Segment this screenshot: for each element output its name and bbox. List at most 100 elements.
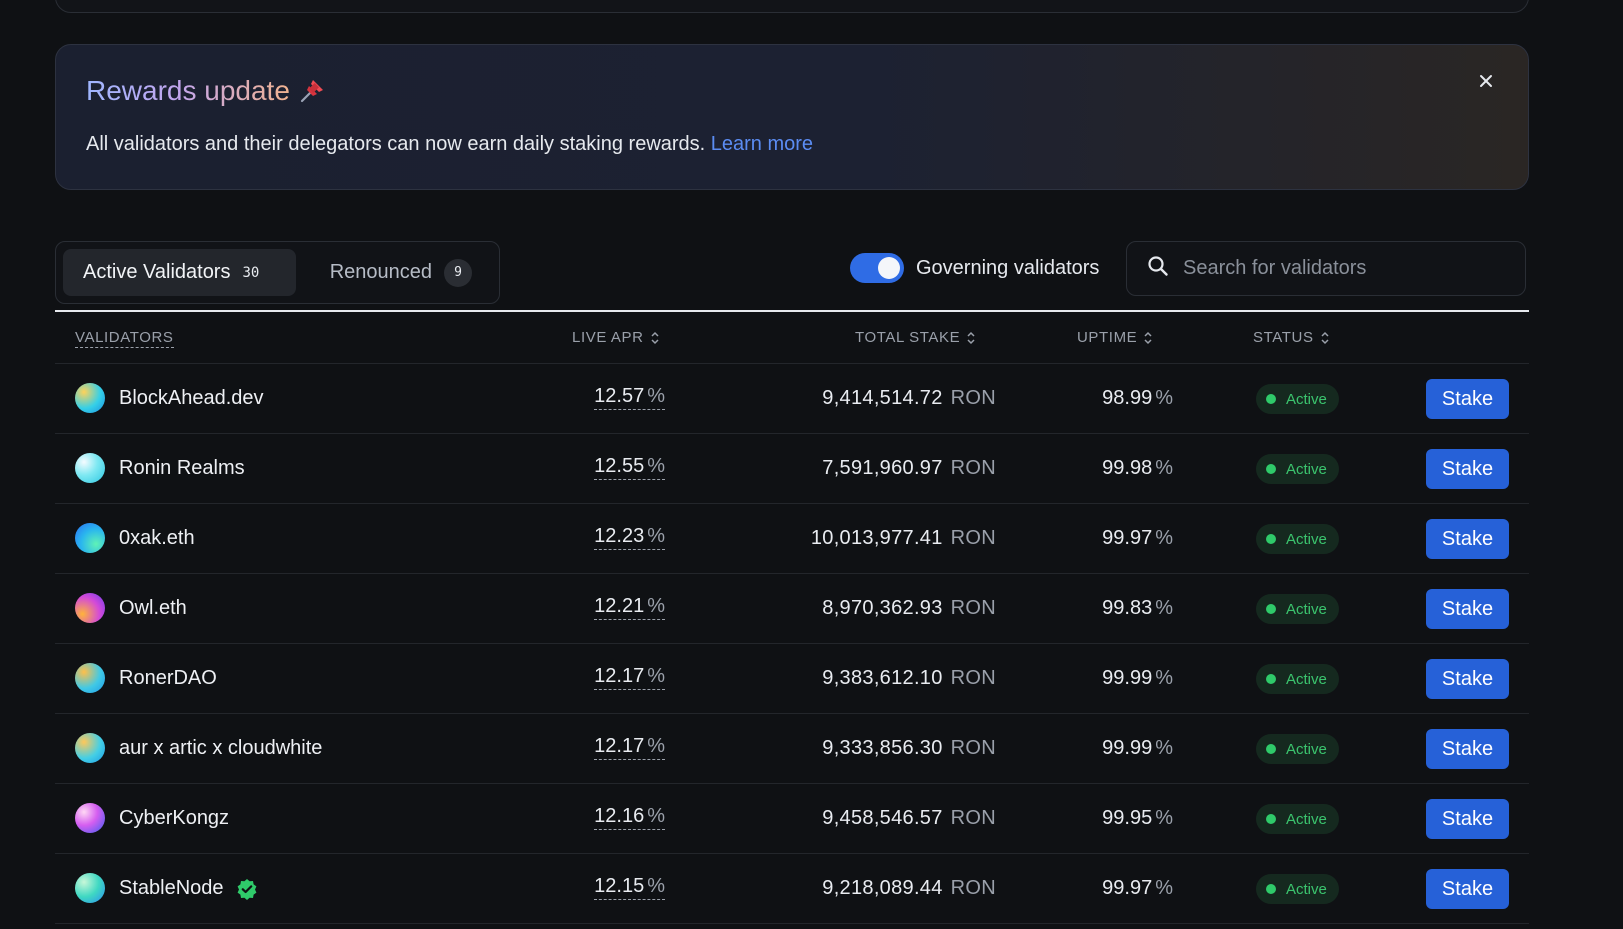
stake-button[interactable]: Stake xyxy=(1426,449,1509,489)
header-total-stake[interactable]: TOTAL STAKE xyxy=(855,329,976,346)
uptime-value: 99.99 xyxy=(1102,667,1153,689)
percent-sign: % xyxy=(1155,737,1173,759)
validator-name[interactable]: Owl.eth xyxy=(119,597,187,620)
total-stake: 9,383,612.10 RON xyxy=(822,667,996,690)
apr-value: 12.17 xyxy=(594,665,645,687)
validator-name[interactable]: BlockAhead.dev xyxy=(119,387,264,410)
rewards-update-banner: Rewards update All validators and their … xyxy=(55,44,1529,190)
tab-count: 9 xyxy=(444,258,472,287)
header-label: TOTAL STAKE xyxy=(855,329,961,346)
status-badge: Active xyxy=(1256,664,1339,694)
uptime: 99.95% xyxy=(1102,807,1173,830)
status-badge: Active xyxy=(1256,524,1339,554)
table-row: RonerDAO 12.17% 9,383,612.10 RON 99.99% A… xyxy=(55,644,1529,714)
validator-name[interactable]: CyberKongz xyxy=(119,807,229,830)
stake-button[interactable]: Stake xyxy=(1426,729,1509,769)
uptime-value: 99.98 xyxy=(1102,457,1153,479)
tab-renounced[interactable]: Renounced 9 xyxy=(306,249,492,296)
status-dot-icon xyxy=(1266,814,1276,824)
uptime-value: 99.97 xyxy=(1102,527,1153,549)
banner-title-text: Rewards update xyxy=(86,75,290,106)
table-header: VALIDATORS LIVE APR TOTAL STAKE UPTIME xyxy=(55,312,1529,364)
stake-button[interactable]: Stake xyxy=(1426,659,1509,699)
live-apr[interactable]: 12.15% xyxy=(594,875,665,900)
sort-icon xyxy=(650,331,660,345)
stake-value: 9,414,514.72 xyxy=(822,387,943,409)
toggle-knob xyxy=(878,257,900,279)
banner-body-text: All validators and their delegators can … xyxy=(86,133,706,155)
stake-button[interactable]: Stake xyxy=(1426,379,1509,419)
status-dot-icon xyxy=(1266,744,1276,754)
status-badge: Active xyxy=(1256,874,1339,904)
toggle-switch[interactable] xyxy=(850,253,904,283)
banner-body: All validators and their delegators can … xyxy=(86,133,813,156)
uptime-value: 98.99 xyxy=(1102,387,1153,409)
header-uptime[interactable]: UPTIME xyxy=(1077,329,1153,346)
live-apr[interactable]: 12.17% xyxy=(594,665,665,690)
status-dot-icon xyxy=(1266,674,1276,684)
header-label: UPTIME xyxy=(1077,329,1138,346)
stake-button[interactable]: Stake xyxy=(1426,589,1509,629)
stake-button[interactable]: Stake xyxy=(1426,869,1509,909)
validator-name[interactable]: RonerDAO xyxy=(119,667,217,690)
live-apr[interactable]: 12.23% xyxy=(594,525,665,550)
stake-value: 7,591,960.97 xyxy=(822,457,943,479)
tab-count: 30 xyxy=(242,264,260,281)
live-apr[interactable]: 12.21% xyxy=(594,595,665,620)
stake-unit: RON xyxy=(950,807,996,829)
percent-sign: % xyxy=(1155,667,1173,689)
validator-name[interactable]: 0xak.eth xyxy=(119,527,195,550)
status-text: Active xyxy=(1286,810,1327,828)
stake-unit: RON xyxy=(950,877,996,899)
learn-more-link[interactable]: Learn more xyxy=(710,133,814,155)
percent-sign: % xyxy=(1155,597,1173,619)
uptime: 99.97% xyxy=(1102,527,1173,550)
stake-button[interactable]: Stake xyxy=(1426,519,1509,559)
validator-name-text: Ronin Realms xyxy=(119,457,245,479)
live-apr[interactable]: 12.16% xyxy=(594,805,665,830)
header-status[interactable]: STATUS xyxy=(1253,329,1330,346)
validator-name[interactable]: StableNode xyxy=(119,877,258,900)
apr-value: 12.17 xyxy=(594,735,645,757)
table-row: 0xak.eth 12.23% 10,013,977.41 RON 99.97% … xyxy=(55,504,1529,574)
table-row: Owl.eth 12.21% 8,970,362.93 RON 99.83% Ac… xyxy=(55,574,1529,644)
avatar xyxy=(75,523,105,553)
status-dot-icon xyxy=(1266,394,1276,404)
live-apr[interactable]: 12.55% xyxy=(594,455,665,480)
uptime: 99.97% xyxy=(1102,877,1173,900)
stake-button[interactable]: Stake xyxy=(1426,799,1509,839)
validator-tabs: Active Validators 30 Renounced 9 xyxy=(55,241,500,304)
search-input[interactable] xyxy=(1183,257,1525,280)
table-row: CyberKongz 12.16% 9,458,546.57 RON 99.95%… xyxy=(55,784,1529,854)
validator-name[interactable]: Ronin Realms xyxy=(119,457,245,480)
validator-name[interactable]: aur x artic x cloudwhite xyxy=(119,737,322,760)
total-stake: 7,591,960.97 RON xyxy=(822,457,996,480)
stake-value: 9,333,856.30 xyxy=(822,737,943,759)
governing-validators-toggle[interactable]: Governing validators xyxy=(850,252,1099,284)
validator-name-text: aur x artic x cloudwhite xyxy=(119,737,323,759)
header-live-apr[interactable]: LIVE APR xyxy=(572,329,660,346)
avatar xyxy=(75,663,105,693)
stake-value: 10,013,977.41 xyxy=(810,527,943,549)
status-dot-icon xyxy=(1266,884,1276,894)
header-validators[interactable]: VALIDATORS xyxy=(75,329,174,348)
uptime: 99.83% xyxy=(1102,597,1173,620)
close-banner-button[interactable] xyxy=(1474,71,1498,95)
search-box xyxy=(1126,241,1526,296)
table-row: BlockAhead.dev 12.57% 9,414,514.72 RON 98… xyxy=(55,364,1529,434)
uptime-value: 99.99 xyxy=(1102,737,1153,759)
status-badge: Active xyxy=(1256,384,1339,414)
status-text: Active xyxy=(1286,600,1327,618)
stake-value: 9,218,089.44 xyxy=(822,877,943,899)
live-apr[interactable]: 12.17% xyxy=(594,735,665,760)
previous-card xyxy=(55,0,1529,13)
table-row: Ronin Realms 12.55% 7,591,960.97 RON 99.9… xyxy=(55,434,1529,504)
live-apr[interactable]: 12.57% xyxy=(594,385,665,410)
uptime: 99.99% xyxy=(1102,667,1173,690)
percent-sign: % xyxy=(647,875,665,897)
percent-sign: % xyxy=(647,595,665,617)
tab-active-validators[interactable]: Active Validators 30 xyxy=(63,249,296,296)
percent-sign: % xyxy=(1155,527,1173,549)
status-badge: Active xyxy=(1256,454,1339,484)
total-stake: 8,970,362.93 RON xyxy=(822,597,996,620)
